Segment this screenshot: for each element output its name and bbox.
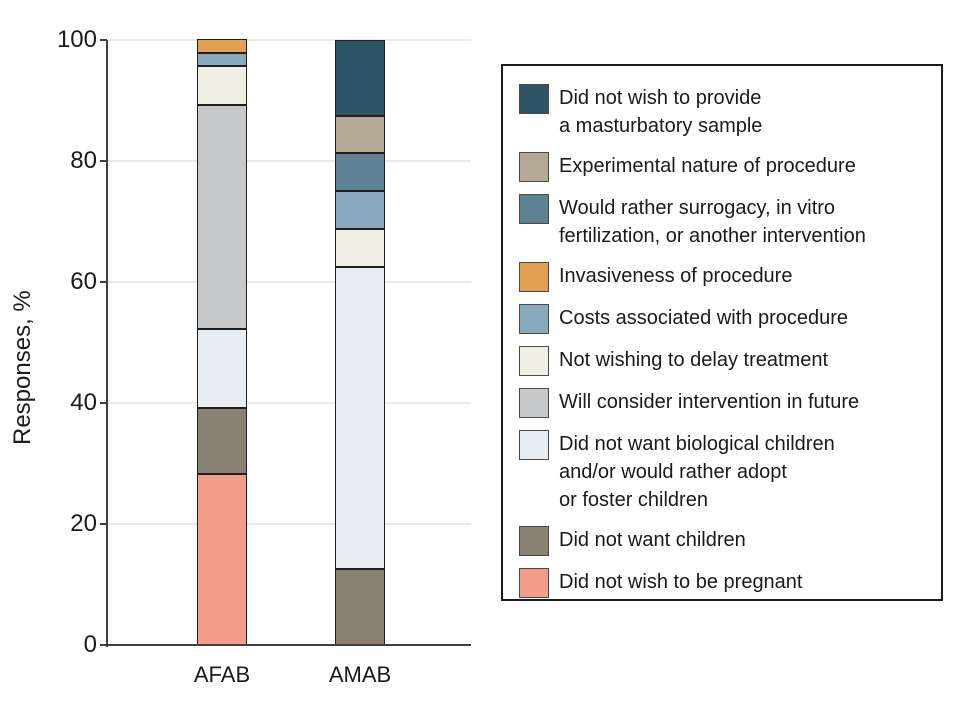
bar-segment bbox=[335, 266, 385, 570]
legend-item: Would rather surrogacy, in vitro fertiliz… bbox=[519, 194, 929, 250]
legend-swatch bbox=[519, 304, 549, 334]
legend-item: Not wishing to delay treatment bbox=[519, 346, 929, 376]
y-tick-mark bbox=[100, 402, 107, 404]
legend-label-line: Would rather surrogacy, in vitro bbox=[559, 197, 836, 219]
legend-swatch bbox=[519, 430, 549, 460]
legend-item-list: Did not wish to provide a masturbatory sa… bbox=[519, 84, 929, 598]
y-tick-label: 60 bbox=[70, 268, 97, 295]
y-tick-mark bbox=[100, 644, 107, 646]
y-gridline bbox=[108, 39, 471, 41]
x-category-label: AFAB bbox=[193, 662, 251, 687]
y-axis-title: Responses, % bbox=[9, 290, 36, 446]
legend-label: Not wishing to delay treatment bbox=[559, 346, 828, 374]
legend-label: Did not wish to provide a masturbatory sa… bbox=[559, 84, 762, 140]
legend-label: Will consider intervention in future bbox=[559, 388, 859, 416]
legend-label: Did not want children bbox=[559, 526, 746, 554]
bar-amab bbox=[335, 40, 385, 645]
legend-label-line: Did not want children bbox=[559, 529, 746, 551]
bar-segment bbox=[197, 105, 247, 330]
x-category-label: AMAB bbox=[328, 662, 392, 687]
bar-segment bbox=[197, 39, 247, 53]
bar-segment bbox=[197, 407, 247, 474]
legend-item: Costs associated with procedure bbox=[519, 304, 929, 334]
legend-label: Did not wish to be pregnant bbox=[559, 568, 803, 596]
y-tick-mark bbox=[100, 39, 107, 41]
y-tick-mark bbox=[100, 281, 107, 283]
legend-label-line: and/or would rather adopt bbox=[559, 461, 787, 483]
legend-swatch bbox=[519, 388, 549, 418]
bar-segment bbox=[335, 191, 385, 230]
bar-segment bbox=[197, 66, 247, 106]
bar-afab bbox=[197, 39, 247, 645]
bar-segment bbox=[335, 115, 385, 154]
x-axis-line bbox=[106, 644, 471, 646]
bar-segment bbox=[335, 40, 385, 116]
y-axis-line bbox=[106, 40, 108, 647]
y-gridline bbox=[108, 160, 471, 162]
legend: Did not wish to provide a masturbatory sa… bbox=[501, 64, 943, 601]
y-tick-mark bbox=[100, 160, 107, 162]
bar-segment bbox=[335, 153, 385, 192]
legend-label-line: Invasiveness of procedure bbox=[559, 265, 793, 287]
y-tick-label: 20 bbox=[70, 510, 97, 537]
legend-label: Did not want biological children and/or w… bbox=[559, 430, 835, 514]
legend-label: Invasiveness of procedure bbox=[559, 262, 792, 290]
legend-label-line: Not wishing to delay treatment bbox=[559, 349, 829, 371]
legend-label-line: Did not want biological children bbox=[559, 433, 835, 455]
y-tick-label: 0 bbox=[83, 631, 97, 658]
legend-label: Would rather surrogacy, in vitro fertiliz… bbox=[559, 194, 866, 250]
y-tick-label: 100 bbox=[56, 26, 97, 53]
legend-item: Did not wish to be pregnant bbox=[519, 568, 929, 598]
bar-segment bbox=[335, 569, 385, 645]
legend-swatch bbox=[519, 194, 549, 224]
legend-item: Did not want biological children and/or w… bbox=[519, 430, 929, 514]
legend-label-line: Did not wish to provide bbox=[559, 87, 762, 109]
legend-swatch bbox=[519, 84, 549, 114]
legend-label-line: Experimental nature of procedure bbox=[559, 155, 856, 177]
legend-label-line: fertilization, or another intervention bbox=[559, 225, 866, 247]
legend-item: Experimental nature of procedure bbox=[519, 152, 929, 182]
legend-label: Costs associated with procedure bbox=[559, 304, 848, 332]
legend-label-line: Did not wish to be pregnant bbox=[559, 571, 803, 593]
bar-segment bbox=[335, 229, 385, 267]
legend-swatch bbox=[519, 262, 549, 292]
legend-swatch bbox=[519, 568, 549, 598]
y-gridline bbox=[108, 281, 471, 283]
legend-label-line: Will consider intervention in future bbox=[559, 391, 860, 413]
legend-label-line: a masturbatory sample bbox=[559, 115, 763, 137]
bar-segment bbox=[197, 473, 247, 645]
bar-segment bbox=[197, 329, 247, 408]
y-gridline bbox=[108, 402, 471, 404]
legend-swatch bbox=[519, 152, 549, 182]
legend-item: Will consider intervention in future bbox=[519, 388, 929, 418]
y-tick-label: 40 bbox=[70, 389, 97, 416]
y-gridline bbox=[108, 523, 471, 525]
y-tick-mark bbox=[100, 523, 107, 525]
legend-item: Invasiveness of procedure bbox=[519, 262, 929, 292]
legend-label-line: Costs associated with procedure bbox=[559, 307, 849, 329]
legend-label: Experimental nature of procedure bbox=[559, 152, 856, 180]
legend-item: Did not want children bbox=[519, 526, 929, 556]
y-tick-label: 80 bbox=[70, 147, 97, 174]
legend-swatch bbox=[519, 526, 549, 556]
legend-swatch bbox=[519, 346, 549, 376]
bar-segment bbox=[197, 52, 247, 66]
legend-label-line: or foster children bbox=[559, 489, 708, 511]
legend-item: Did not wish to provide a masturbatory sa… bbox=[519, 84, 929, 140]
